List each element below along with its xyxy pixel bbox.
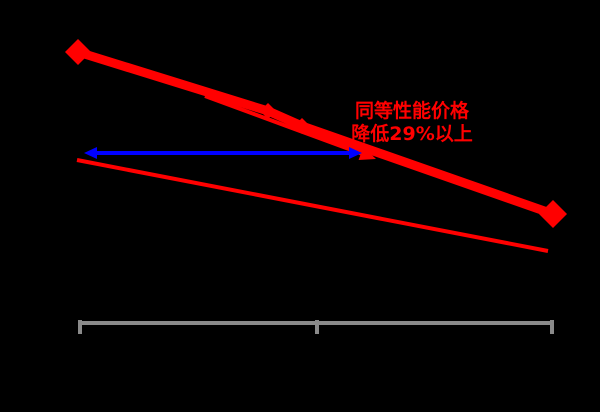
series-branch-arrow-line [204,94,368,158]
annotation-label: 同等性能价格 降低29%以上 [302,100,522,146]
annotation-label-line2: 降低29%以上 [351,123,473,145]
series-main-trend-line [76,47,555,219]
time-shift-arrow-left-head-icon [84,147,97,159]
time-shift-arrow-right-head-icon [349,147,362,159]
series-main-trend-diamond-marker [294,118,310,134]
series-main-trend-diamond-marker [65,39,91,65]
series-lower-trend-line [76,158,549,253]
series-main-trend-diamond-marker [539,200,567,228]
annotation-label-line1: 同等性能价格 [354,100,469,122]
series-main-trend-diamond-marker [260,103,276,119]
